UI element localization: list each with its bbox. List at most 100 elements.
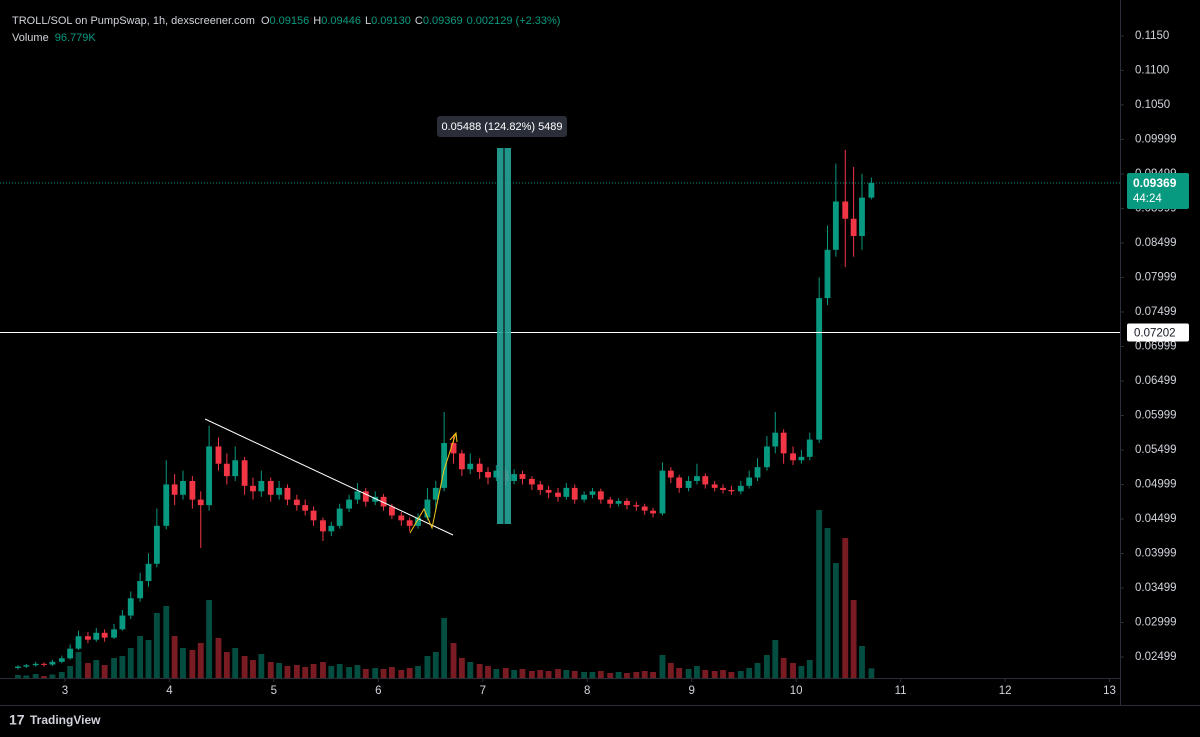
y-tick-label: 0.05999: [1135, 410, 1177, 422]
y-tick-label: 0.02999: [1135, 617, 1177, 629]
volume-bar: [519, 669, 526, 678]
volume-bar: [58, 672, 65, 678]
candle-body: [772, 432, 779, 447]
volume-bar: [832, 563, 839, 678]
price-tags: 0.07202 0.09369 44:24: [1127, 172, 1189, 342]
volume-bar: [398, 670, 405, 678]
hline-label: 0.07202: [1134, 328, 1176, 340]
candle-body: [153, 525, 160, 564]
volume-bar: [571, 671, 578, 678]
candle-body: [293, 499, 300, 506]
volume-bar: [49, 674, 56, 678]
volume-bar: [711, 671, 718, 678]
volume-bar: [641, 671, 648, 678]
candle-body: [519, 474, 526, 479]
candle-body: [780, 432, 787, 454]
y-tick-label: 0.1150: [1135, 30, 1169, 42]
o-value: 0.09156: [270, 15, 310, 27]
candle-body: [667, 470, 674, 478]
brand[interactable]: TradingView: [30, 713, 101, 727]
candle-body: [415, 517, 421, 526]
x-tick-label: 6: [375, 685, 381, 697]
candle-body: [232, 460, 239, 477]
volume-bar: [555, 669, 561, 678]
volume-bar: [772, 640, 779, 678]
candle-body: [868, 182, 875, 198]
candle-body: [763, 446, 770, 468]
volume-bar: [607, 673, 614, 678]
volume-bar: [111, 658, 117, 678]
volume-bar: [372, 668, 379, 678]
hline-tag: [1127, 323, 1189, 342]
candle-body: [806, 439, 813, 457]
candle-body: [336, 508, 343, 526]
candle-body: [798, 456, 805, 461]
candle-body: [93, 632, 100, 640]
y-tick-label: 0.05499: [1135, 444, 1177, 456]
candle-body: [346, 499, 353, 509]
volume-bar: [223, 652, 230, 678]
candle-body: [111, 629, 117, 638]
volume-bar: [816, 510, 823, 678]
candle-body: [458, 453, 465, 470]
brand-logo: 17: [9, 712, 25, 728]
volume-bar: [528, 671, 535, 678]
candle-body: [476, 463, 483, 473]
candle-body: [650, 510, 656, 514]
candle-body: [23, 665, 30, 667]
y-tick-label: 0.09999: [1135, 133, 1177, 145]
o-label: O: [261, 15, 270, 27]
x-tick-label: 7: [480, 685, 486, 697]
y-tick-label: 0.04999: [1135, 479, 1177, 491]
volume-bar: [432, 652, 439, 678]
volume-bar: [467, 662, 474, 678]
volume-bar: [780, 658, 787, 678]
candle-body: [746, 477, 753, 486]
candle-body: [119, 615, 126, 630]
volume-bar: [406, 668, 413, 678]
x-tick-label: 5: [271, 685, 277, 697]
x-tick-label: 8: [584, 685, 590, 697]
candle-body: [145, 563, 152, 582]
candle-body: [571, 487, 578, 500]
measure-label: 0.05488 (124.82%) 5489: [441, 121, 562, 133]
candle-body: [641, 506, 648, 511]
l-value: 0.09130: [371, 15, 411, 27]
volume-bar: [859, 646, 865, 678]
volume-bar: [145, 640, 152, 678]
candle-body: [581, 494, 588, 500]
candle-body: [85, 636, 91, 640]
volume-bar: [284, 666, 291, 678]
projection-path: [409, 432, 457, 534]
volume-bar: [23, 675, 30, 678]
volume-bar: [537, 670, 544, 678]
candle-body: [180, 480, 186, 495]
volume-bar: [615, 672, 622, 678]
volume-bar: [868, 668, 875, 678]
candle-body: [250, 485, 256, 492]
x-tick-label: 3: [62, 685, 68, 697]
y-tick-label: 0.04499: [1135, 513, 1177, 525]
c-value: 0.09369: [423, 15, 463, 27]
candle-body: [589, 491, 596, 495]
candle-body: [258, 480, 265, 492]
volume-bar: [250, 660, 256, 678]
volume-bar: [806, 660, 813, 678]
volume-bar: [15, 675, 21, 678]
candle-body: [659, 470, 666, 514]
volume-bar: [624, 673, 630, 678]
candle-body: [380, 496, 387, 507]
trend-line: [204, 418, 454, 536]
countdown: 44:24: [1133, 193, 1162, 205]
volume-bar: [276, 663, 283, 678]
candle-body: [555, 492, 561, 497]
volume-bar: [424, 656, 431, 678]
candle-body: [676, 477, 683, 488]
candle-body: [450, 443, 457, 454]
volume-pane: [15, 510, 875, 678]
y-tick-label: 0.03999: [1135, 548, 1177, 560]
h-value: 0.09446: [321, 15, 361, 27]
volume-bar: [101, 665, 108, 678]
volume-bar: [215, 638, 222, 678]
volume-bar: [232, 648, 239, 678]
